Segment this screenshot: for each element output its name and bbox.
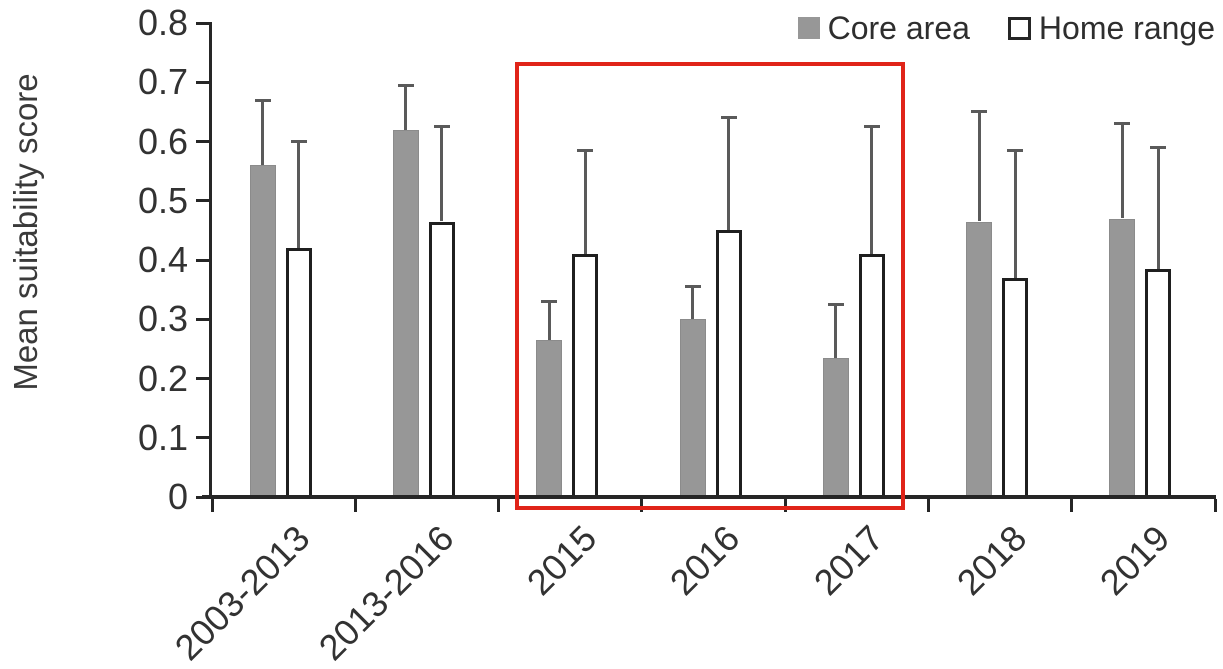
x-tick-label-2016: 2016 [662, 517, 748, 603]
errorbar-cap-home-range-2003-2013 [290, 140, 307, 143]
x-tick-5 [926, 499, 930, 512]
x-tick-6 [1070, 499, 1074, 512]
x-tick-3 [640, 499, 644, 512]
errorbar-core-area-2016 [691, 286, 694, 320]
y-tick-5 [196, 199, 210, 203]
y-tick-2 [196, 377, 210, 380]
y-tick-1 [196, 436, 210, 440]
y-tick-label-0.8: 0.8 [137, 2, 188, 43]
errorbar-cap-core-area-2018 [971, 110, 988, 114]
bar-core-area-2003-2013 [249, 165, 276, 499]
y-tick-label-0.6: 0.6 [137, 120, 188, 162]
y-tick-label-0.5: 0.5 [137, 179, 188, 221]
x-tick-label-2017: 2017 [805, 517, 892, 603]
errorbar-core-area-2003-2013 [261, 100, 265, 166]
errorbar-home-range-2003-2013 [297, 141, 301, 249]
errorbar-home-range-2016 [727, 117, 730, 231]
errorbar-home-range-2013-2016 [440, 126, 444, 222]
bar-home-range-2003-2013 [285, 248, 312, 499]
bar-home-range-2018 [1002, 277, 1029, 499]
legend-label-home-range: Home range [1038, 10, 1215, 46]
y-axis [209, 22, 212, 499]
errorbar-core-area-2018 [977, 111, 981, 222]
legend-item-core-area: Core area [797, 8, 970, 48]
y-axis-title: Mean suitability score [7, 73, 44, 391]
y-tick-label-0.4: 0.4 [137, 239, 188, 280]
errorbar-cap-core-area-2013-2016 [397, 83, 414, 87]
legend-label-core-area: Core area [827, 10, 970, 46]
y-tick-label-0.2: 0.2 [137, 357, 188, 399]
errorbar-home-range-2019 [1156, 147, 1160, 269]
x-tick-label-2019: 2019 [1092, 517, 1178, 603]
bar-core-area-2019 [1109, 218, 1136, 499]
errorbar-cap-home-range-2018 [1007, 148, 1024, 152]
bar-home-range-2015 [572, 254, 599, 499]
bar-home-range-2016 [715, 230, 742, 499]
x-tick-label-2015: 2015 [518, 517, 605, 603]
errorbar-home-range-2018 [1013, 150, 1017, 278]
y-tick-8 [196, 21, 210, 25]
highlight-box-2015-2017 [515, 62, 905, 510]
errorbar-cap-core-area-2016 [684, 285, 701, 289]
x-tick-2 [497, 499, 501, 512]
bar-core-area-2017 [822, 357, 849, 499]
errorbar-cap-home-range-2017 [863, 125, 880, 129]
home-range-swatch-icon [1007, 16, 1031, 40]
bar-core-area-2016 [679, 319, 706, 500]
y-tick-7 [196, 80, 210, 84]
y-tick-label-0.7: 0.7 [137, 61, 188, 103]
errorbar-core-area-2013-2016 [404, 85, 408, 130]
x-tick-0 [210, 499, 214, 512]
errorbar-core-area-2019 [1120, 123, 1124, 219]
x-tick-label-2013-2016: 2013-2016 [310, 517, 462, 669]
x-tick-label-2018: 2018 [948, 517, 1035, 603]
legend: Core area Home range [797, 8, 1215, 48]
x-tick-label-2003-2013: 2003-2013 [167, 517, 318, 669]
x-tick-7 [1213, 499, 1217, 512]
errorbar-core-area-2015 [547, 301, 551, 340]
errorbar-cap-home-range-2016 [720, 116, 737, 120]
errorbar-cap-home-range-2019 [1150, 145, 1167, 149]
errorbar-cap-core-area-2019 [1114, 122, 1131, 126]
errorbar-cap-core-area-2015 [541, 300, 558, 303]
errorbar-cap-home-range-2015 [577, 148, 594, 152]
x-tick-4 [783, 499, 787, 512]
x-tick-1 [353, 499, 357, 512]
y-tick-6 [196, 140, 210, 143]
y-tick-3 [196, 317, 210, 321]
errorbar-core-area-2017 [834, 304, 838, 358]
bar-home-range-2013-2016 [428, 221, 455, 499]
errorbar-home-range-2015 [583, 150, 587, 255]
y-tick-label-0.1: 0.1 [137, 416, 188, 458]
bar-core-area-2018 [966, 221, 993, 499]
bar-core-area-2015 [536, 340, 563, 499]
bar-home-range-2019 [1145, 268, 1172, 499]
y-tick-label-0: 0 [167, 476, 188, 517]
legend-item-home-range: Home range [1007, 8, 1215, 48]
errorbar-home-range-2017 [870, 126, 874, 255]
y-tick-label-0.3: 0.3 [137, 298, 188, 340]
x-axis [202, 495, 1216, 499]
bar-home-range-2017 [858, 254, 885, 499]
errorbar-cap-core-area-2003-2013 [254, 98, 271, 102]
errorbar-cap-core-area-2017 [827, 302, 844, 306]
bar-core-area-2013-2016 [392, 129, 419, 499]
errorbar-cap-home-range-2013-2016 [433, 125, 450, 129]
core-area-swatch-icon [797, 17, 820, 39]
y-tick-4 [196, 258, 210, 262]
